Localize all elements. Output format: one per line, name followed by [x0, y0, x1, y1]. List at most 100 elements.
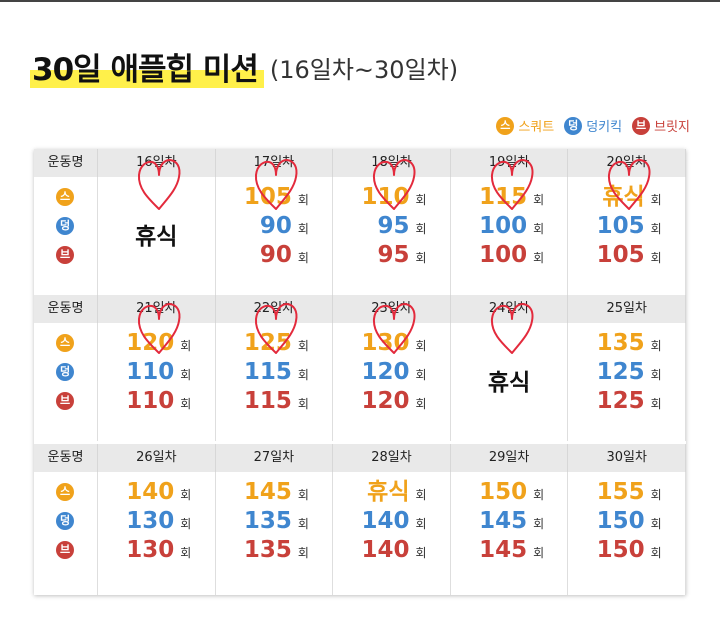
title-area: 30일 애플힙 미션 (16일차~30일차) [30, 34, 458, 90]
donkey-kick-badge-icon: 덩 [564, 116, 583, 135]
bridge-count: 145 회 [451, 536, 568, 565]
donkey-kick-reps-value: 100 [479, 213, 528, 239]
day-header-cell: 30일차 [568, 444, 686, 472]
reps-unit: 회 [533, 251, 545, 265]
reps-unit: 회 [533, 517, 545, 531]
donkey-kick-reps-value: 145 [479, 508, 528, 534]
day-cell: 115 회 100 회 100 회 [451, 159, 569, 295]
bridge-reps-value: 100 [479, 242, 528, 268]
bridge-reps-value: 120 [361, 388, 410, 414]
bridge-count: 120 회 [333, 387, 450, 416]
bridge-count: 90 회 [216, 241, 333, 270]
bridge-count: 130 회 [98, 536, 215, 565]
donkey-kick-reps-value: 150 [596, 508, 645, 534]
bridge-reps-value: 115 [243, 388, 292, 414]
squat-reps-value: 휴식 [602, 184, 645, 210]
reps-unit: 회 [650, 193, 662, 207]
reps-unit: 회 [415, 546, 427, 560]
hand-drawn-heart-icon [137, 159, 181, 210]
squat-count: 145 회 [216, 478, 333, 507]
hand-drawn-heart-icon [490, 303, 534, 354]
reps-unit: 회 [415, 368, 427, 382]
reps-unit: 회 [415, 193, 427, 207]
day-header-cell: 20일차 [568, 149, 686, 177]
reps-unit: 회 [415, 517, 427, 531]
bridge-count: 140 회 [333, 536, 450, 565]
week-header-row: 운동명 21일차 22일차 23일차 24일차 25일차 [34, 295, 686, 323]
week-body-row: 스 덩 브 140 회 130 회 130 회 145 회 135 회 135 회 휴식 회 140 회 140 회 15… [34, 472, 686, 595]
mission-table: 운동명 16일차 17일차 18일차 19일차 20일차 스 덩 브 휴식 105 회 90 회 90 회 11… [34, 149, 686, 595]
hand-drawn-heart-icon [372, 303, 416, 354]
donkey-kick-count: 130 회 [98, 507, 215, 536]
squat-count: 115 회 [451, 183, 568, 212]
reps-unit: 회 [650, 488, 662, 502]
legend-item-bridge: 브 브릿지 [632, 116, 690, 135]
bridge-reps-value: 140 [361, 537, 410, 563]
squat-count: 110 회 [333, 183, 450, 212]
bridge-reps-value: 125 [596, 388, 645, 414]
squat-count: 휴식 회 [568, 183, 685, 212]
donkey-kick-reps-value: 140 [361, 508, 410, 534]
reps-unit: 회 [297, 488, 309, 502]
reps-unit: 회 [297, 517, 309, 531]
legend-label-squat: 스쿼트 [518, 120, 555, 135]
reps-unit: 회 [415, 339, 427, 353]
bridge-reps-value: 135 [243, 537, 292, 563]
donkey-kick-count: 110 회 [98, 358, 215, 387]
day-cell: 145 회 135 회 135 회 [216, 472, 334, 595]
bridge-badge-icon: 브 [56, 541, 74, 559]
hand-drawn-heart-icon [372, 159, 416, 210]
squat-badge-icon: 스 [56, 188, 74, 206]
legend-label-donkey-kick: 덩키킥 [586, 120, 623, 135]
reps-unit: 회 [533, 222, 545, 236]
bridge-count: 125 회 [568, 387, 685, 416]
week-block: 운동명 21일차 22일차 23일차 24일차 25일차 스 덩 브 120 회 110 회 110 회 12… [34, 295, 686, 441]
bridge-count: 115 회 [216, 387, 333, 416]
day-cell: 105 회 90 회 90 회 [216, 159, 334, 295]
exercise-header-cell: 운동명 [34, 444, 98, 472]
donkey-kick-reps-value: 110 [126, 359, 175, 385]
bridge-count: 135 회 [216, 536, 333, 565]
day-header-cell: 18일차 [333, 149, 451, 177]
bridge-reps-value: 150 [596, 537, 645, 563]
reps-unit: 회 [297, 339, 309, 353]
exercise-header-cell: 운동명 [34, 295, 98, 323]
donkey-kick-badge-icon: 덩 [56, 512, 74, 530]
squat-reps-value: 휴식 [367, 479, 410, 505]
donkey-kick-badge-icon: 덩 [56, 217, 74, 235]
day-cell: 125 회 115 회 115 회 [216, 303, 334, 441]
reps-unit: 회 [297, 368, 309, 382]
day-header-cell: 26일차 [98, 444, 216, 472]
day-cell: 120 회 110 회 110 회 [98, 303, 216, 441]
squat-reps-value: 150 [479, 479, 528, 505]
squat-badge-icon: 스 [56, 483, 74, 501]
bridge-count: 110 회 [98, 387, 215, 416]
donkey-kick-count: 150 회 [568, 507, 685, 536]
hand-drawn-heart-icon [255, 159, 298, 210]
squat-badge-icon: 스 [496, 116, 515, 135]
squat-reps-value: 145 [243, 479, 292, 505]
reps-unit: 회 [650, 339, 662, 353]
donkey-kick-count: 135 회 [216, 507, 333, 536]
reps-unit: 회 [297, 397, 309, 411]
donkey-kick-badge-icon: 덩 [56, 363, 74, 381]
bridge-reps-value: 110 [126, 388, 175, 414]
donkey-kick-count: 100 회 [451, 212, 568, 241]
hand-drawn-heart-icon [490, 159, 534, 210]
squat-count: 105 회 [216, 183, 333, 212]
page-subtitle: (16일차~30일차) [269, 56, 459, 84]
bridge-reps-value: 105 [596, 242, 645, 268]
reps-unit: 회 [650, 546, 662, 560]
week-header-row: 운동명 16일차 17일차 18일차 19일차 20일차 [34, 149, 686, 177]
week-block: 운동명 26일차 27일차 28일차 29일차 30일차 스 덩 브 140 회 130 회 130 회 14… [34, 444, 686, 595]
exercise-header-cell: 운동명 [34, 149, 98, 177]
reps-unit: 회 [415, 397, 427, 411]
reps-unit: 회 [180, 517, 192, 531]
donkey-kick-count: 120 회 [333, 358, 450, 387]
reps-unit: 회 [297, 251, 309, 265]
squat-count: 휴식 회 [333, 478, 450, 507]
day-cell: 150 회 145 회 145 회 [451, 472, 569, 595]
day-header-cell: 17일차 [216, 149, 334, 177]
bridge-reps-value: 130 [126, 537, 175, 563]
reps-unit: 회 [650, 517, 662, 531]
